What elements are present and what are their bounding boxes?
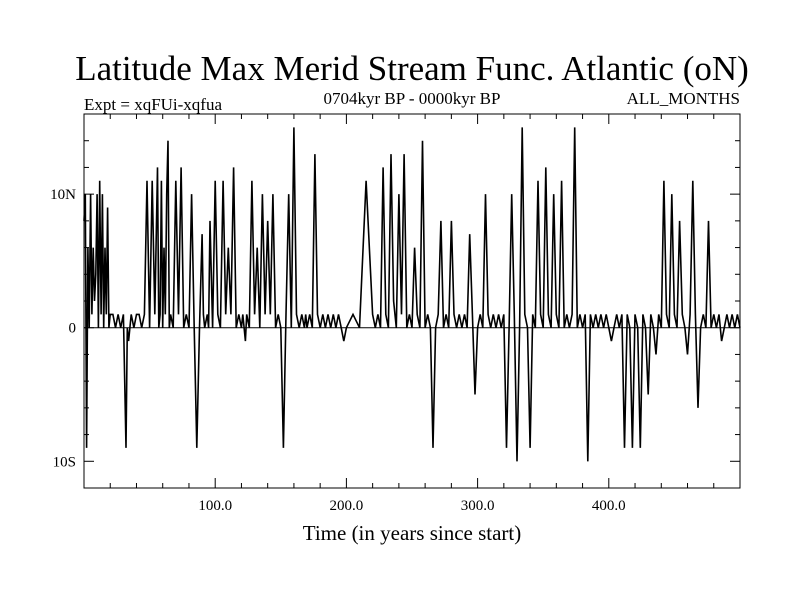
chart-subtitle-left: Expt = xqFUi-xqfua (84, 95, 222, 114)
plot-frame (83, 113, 741, 489)
x-tick-label: 400.0 (592, 498, 626, 514)
x-tick-label: 300.0 (461, 498, 495, 514)
x-axis: 100.0 200.0 300.0 400.0 (109, 114, 715, 514)
y-tick-label: 0 (69, 321, 77, 337)
chart-subtitle-center: 0704kyr BP - 0000kyr BP (324, 89, 501, 108)
chart-subtitle-right: ALL_MONTHS (627, 89, 740, 108)
x-tick-label: 200.0 (330, 498, 364, 514)
x-axis-label: Time (in years since start) (303, 521, 522, 545)
series-group (83, 127, 741, 462)
series-line (83, 127, 741, 462)
y-tick-label: 10N (50, 187, 76, 203)
chart-title: Latitude Max Merid Stream Func. Atlantic… (75, 49, 749, 88)
y-axis: 10N 0 10S (50, 140, 740, 470)
x-tick-label: 100.0 (198, 498, 232, 514)
y-tick-label: 10S (53, 454, 76, 470)
